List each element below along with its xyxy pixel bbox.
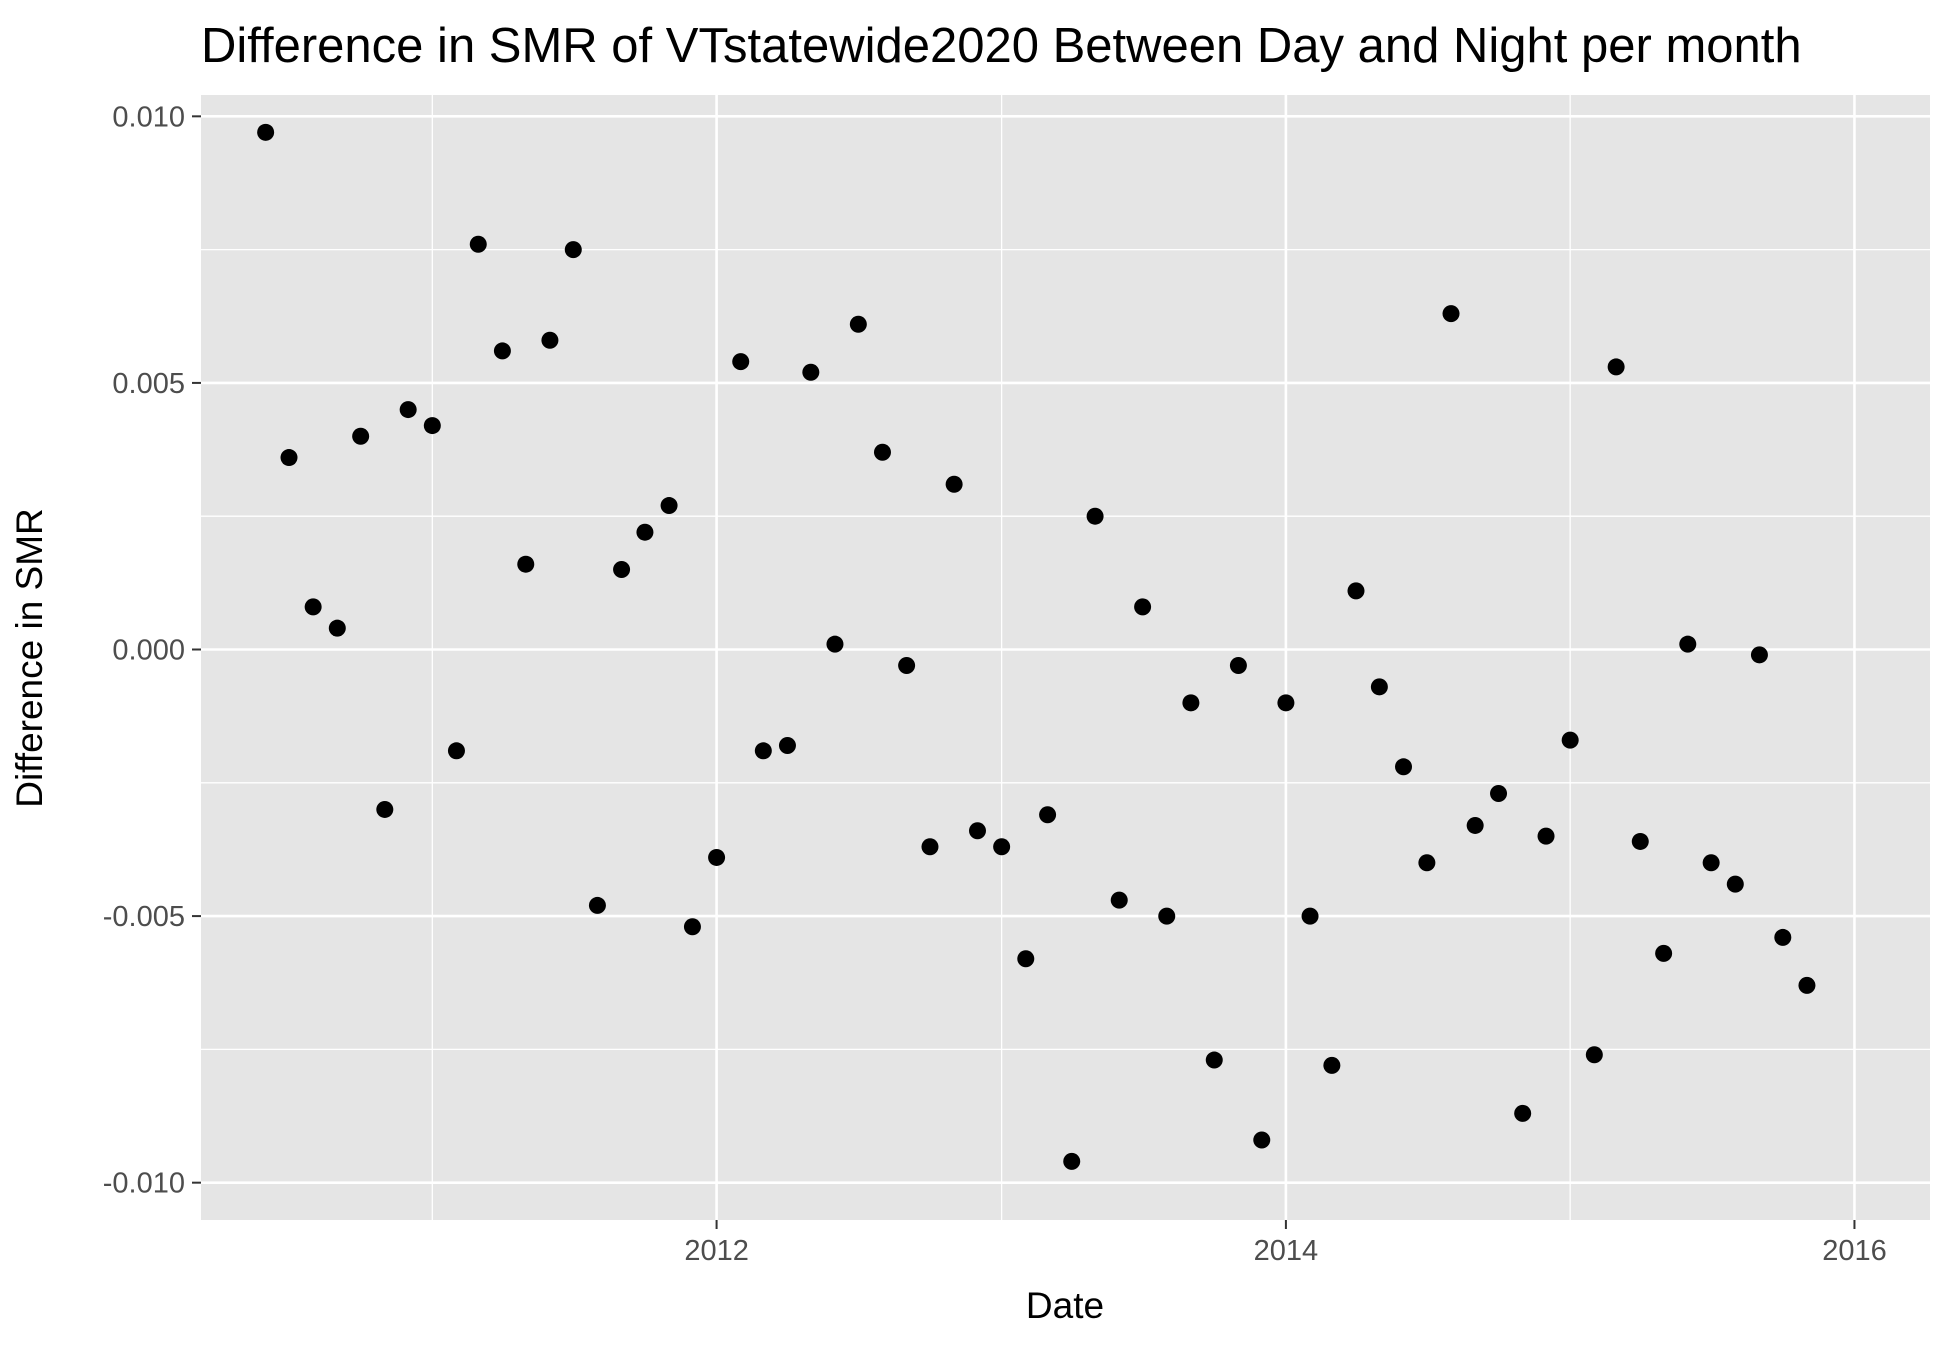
data-point [826, 635, 844, 653]
data-point [708, 848, 726, 866]
data-point [328, 619, 346, 637]
data-point [613, 561, 631, 579]
data-point [1607, 358, 1625, 376]
data-point [1774, 928, 1792, 946]
data-point [493, 342, 511, 360]
data-point [993, 838, 1011, 856]
data-point [352, 427, 370, 445]
y-tick-label: -0.005 [103, 901, 185, 933]
data-point [1631, 832, 1649, 850]
data-point [1110, 891, 1128, 909]
data-point [1561, 731, 1579, 749]
data-point [732, 353, 750, 371]
data-point [1750, 646, 1768, 664]
minor-gridlines [201, 95, 1930, 1220]
data-point [921, 838, 939, 856]
data-point [802, 363, 820, 381]
data-point [1418, 854, 1436, 872]
data-point [399, 401, 417, 419]
data-point [1514, 1104, 1532, 1122]
x-axis: 2012 2014 2016 [684, 1220, 1887, 1267]
data-point [257, 123, 275, 141]
data-point [1134, 598, 1152, 616]
y-tick-label: 0.010 [112, 101, 185, 133]
data-point [1537, 827, 1555, 845]
x-axis-title: Date [1026, 1285, 1104, 1326]
data-point [1301, 907, 1319, 925]
data-point [1182, 694, 1200, 712]
data-point [898, 656, 916, 674]
data-point [376, 800, 394, 818]
y-axis-title: Difference in SMR [9, 508, 50, 808]
data-point [1229, 656, 1247, 674]
data-point [447, 742, 465, 760]
data-point [945, 475, 963, 493]
data-point [968, 822, 986, 840]
data-point [849, 315, 867, 333]
data-point [1323, 1056, 1341, 1074]
data-point [754, 742, 772, 760]
data-point [1798, 976, 1816, 994]
major-gridlines [201, 95, 1930, 1220]
data-point [1205, 1051, 1223, 1069]
data-point [1086, 507, 1104, 525]
data-point [660, 497, 678, 515]
data-point [683, 918, 701, 936]
data-point [517, 555, 535, 573]
data-point [1253, 1131, 1271, 1149]
data-points [257, 123, 1816, 1170]
data-point [304, 598, 322, 616]
plot-panel [201, 95, 1930, 1220]
data-point [1466, 816, 1484, 834]
data-point [280, 449, 298, 467]
data-point [1017, 950, 1035, 968]
data-point [1442, 305, 1460, 323]
y-axis: 0.010 0.005 0.000 -0.005 -0.010 [103, 101, 201, 1200]
y-tick-label: -0.010 [103, 1168, 185, 1200]
y-tick-label: 0.005 [112, 368, 185, 400]
x-tick-label: 2016 [1822, 1235, 1887, 1267]
data-point [1702, 854, 1720, 872]
data-point [1039, 806, 1057, 824]
data-point [1490, 784, 1508, 802]
data-point [1370, 678, 1388, 696]
data-point [1063, 1152, 1081, 1170]
data-point [1395, 758, 1413, 776]
y-tick-label: 0.000 [112, 635, 185, 667]
x-tick-label: 2012 [684, 1235, 749, 1267]
data-point [1679, 635, 1697, 653]
data-point [564, 241, 582, 259]
data-point [873, 443, 891, 461]
chart-title: Difference in SMR of VTstatewide2020 Bet… [201, 19, 1802, 73]
data-point [1158, 907, 1176, 925]
x-tick-label: 2014 [1254, 1235, 1319, 1267]
data-point [1277, 694, 1295, 712]
data-point [423, 417, 441, 435]
data-point [469, 235, 487, 253]
data-point [636, 523, 654, 541]
data-point [588, 896, 606, 914]
data-point [1655, 944, 1673, 962]
data-point [1347, 582, 1365, 600]
data-point [541, 331, 559, 349]
data-point [778, 736, 796, 754]
data-point [1585, 1046, 1603, 1064]
data-point [1726, 875, 1744, 893]
